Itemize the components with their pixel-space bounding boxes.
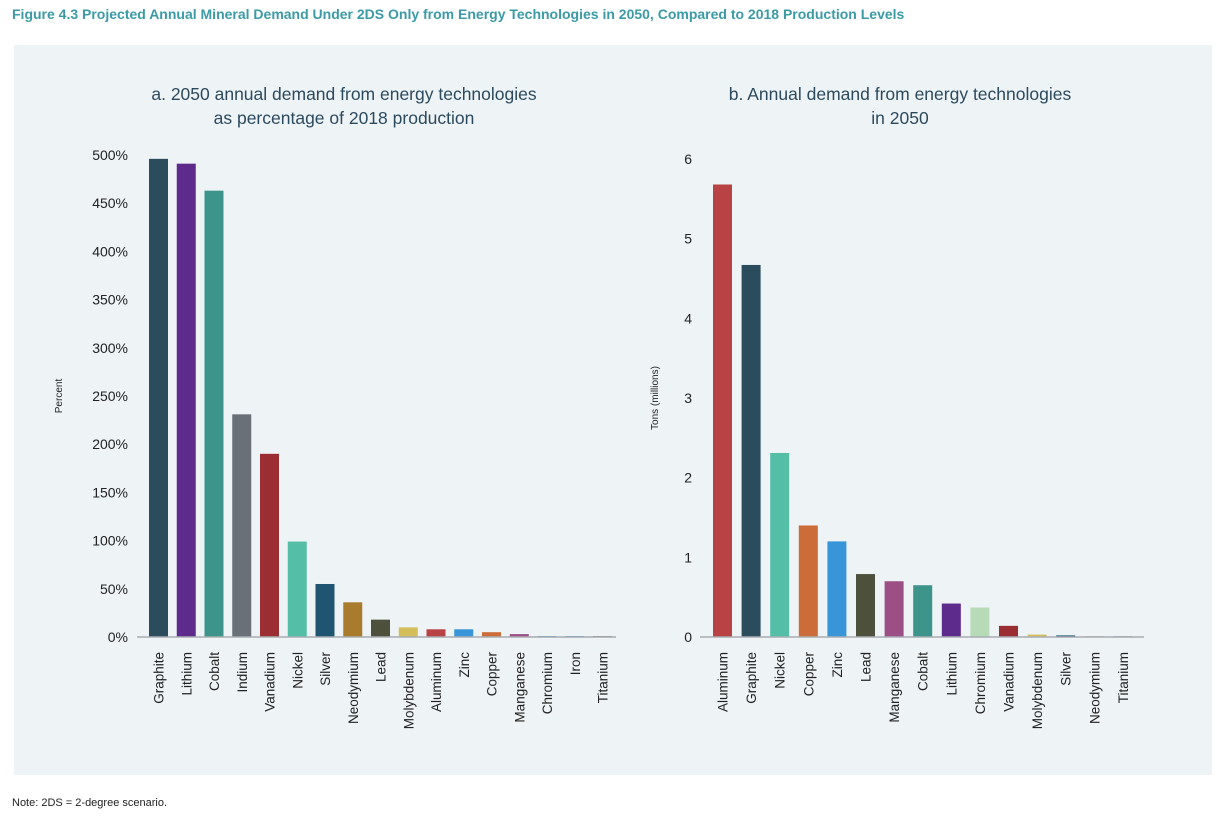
- chart-a-x-tick-label: Silver: [318, 652, 333, 686]
- chart-a-bar-nickel: [287, 541, 307, 637]
- chart-b-bar-molybdenum: [1027, 634, 1047, 637]
- chart-b-bar-chromium: [970, 607, 990, 637]
- chart-b-x-tick-label: Molybdenum: [1030, 652, 1045, 729]
- chart-a-x-tick-label: Titanium: [596, 652, 611, 703]
- chart-a-x-tick-label: Iron: [568, 652, 583, 675]
- chart-b-bar-graphite: [741, 264, 761, 637]
- footnote: Note: 2DS = 2-degree scenario.: [12, 797, 168, 809]
- chart-b-x-tick-label: Aluminum: [716, 652, 731, 712]
- chart-b-x-tick-label: Copper: [801, 651, 816, 696]
- chart-b-bar-lithium: [941, 603, 961, 637]
- chart-a-x-tick-label: Cobalt: [207, 652, 222, 691]
- chart-b-x-tick-label: Neodymium: [1087, 652, 1102, 724]
- chart-b-x-tick-label: Nickel: [773, 652, 788, 689]
- chart-a-x-tick-label: Indium: [235, 652, 250, 693]
- chart-a-y-axis-label: Percent: [54, 379, 65, 414]
- chart-b-x-tick-label: Lead: [859, 652, 874, 682]
- chart-a-x-tick-label: Lead: [374, 652, 389, 682]
- chart-a-x-tick-label: Neodymium: [346, 652, 361, 724]
- chart-a-y-tick-label: 50%: [100, 581, 128, 597]
- chart-a-x-tick-label: Nickel: [290, 652, 305, 689]
- chart-b-y-tick-label: 5: [684, 231, 692, 247]
- chart-b-title: in 2050: [871, 108, 929, 128]
- chart-b-x-tick-label: Vanadium: [1002, 652, 1017, 712]
- chart-b-bar-nickel: [770, 452, 790, 637]
- chart-a-y-tick-label: 300%: [92, 340, 128, 356]
- chart-a-y-tick-label: 250%: [92, 388, 128, 404]
- chart-a-bar-zinc: [454, 629, 474, 637]
- chart-b-y-tick-label: 4: [684, 310, 692, 326]
- chart-b-bar-manganese: [884, 581, 904, 637]
- chart-b-title: b. Annual demand from energy technologie…: [729, 84, 1072, 104]
- chart-b-x-tick-label: Chromium: [973, 652, 988, 714]
- chart-b-x-tick-label: Silver: [1059, 652, 1074, 686]
- chart-a-title: as percentage of 2018 production: [214, 108, 475, 128]
- chart-b-y-tick-label: 6: [684, 151, 692, 167]
- chart-b-y-tick-label: 0: [684, 629, 692, 645]
- chart-a-x-tick-label: Manganese: [512, 652, 527, 723]
- chart-a-bar-indium: [232, 414, 252, 637]
- chart-a-x-tick-label: Vanadium: [263, 652, 278, 712]
- chart-a-bar-lead: [371, 619, 390, 637]
- chart-a-bar-cobalt: [204, 190, 224, 637]
- chart-a-y-tick-label: 450%: [92, 195, 128, 211]
- chart-a-y-tick-label: 350%: [92, 292, 128, 308]
- chart-b-x-tick-label: Cobalt: [916, 652, 931, 691]
- chart-b-bar-cobalt: [913, 585, 933, 637]
- chart-a-bar-copper: [482, 632, 501, 637]
- chart-a-x-tick-label: Graphite: [152, 652, 167, 704]
- figure-title: Figure 4.3 Projected Annual Mineral Dema…: [12, 6, 905, 22]
- chart-b-x-tick-label: Zinc: [830, 652, 845, 678]
- chart-a-y-tick-label: 150%: [92, 484, 128, 500]
- chart-a-x-tick-label: Zinc: [457, 652, 472, 678]
- chart-b-x-tick-label: Graphite: [744, 652, 759, 704]
- chart-a-y-tick-label: 0%: [108, 629, 128, 645]
- chart-a-bar-lithium: [176, 163, 196, 637]
- chart-b-x-tick-label: Lithium: [944, 652, 959, 696]
- chart-a-x-tick-label: Chromium: [540, 652, 555, 714]
- chart-a-y-tick-label: 200%: [92, 436, 128, 452]
- chart-a-x-tick-label: Copper: [485, 651, 500, 696]
- chart-b-y-tick-label: 2: [684, 470, 692, 486]
- chart-b-bar-copper: [798, 525, 818, 637]
- chart-b-y-tick-label: 3: [684, 390, 692, 406]
- chart-b-y-tick-label: 1: [684, 549, 692, 565]
- chart-b-y-axis-label: Tons (millions): [650, 366, 661, 430]
- chart-a-y-tick-label: 400%: [92, 243, 128, 259]
- chart-a-x-tick-label: Molybdenum: [401, 652, 416, 729]
- chart-a-y-tick-label: 500%: [92, 147, 128, 163]
- chart-a-bar-vanadium: [260, 453, 279, 637]
- chart-a-x-tick-label: Aluminum: [429, 652, 444, 712]
- chart-a-bar-graphite: [149, 158, 168, 637]
- chart-a-y-tick-label: 100%: [92, 533, 128, 549]
- chart-a-bar-aluminum: [426, 629, 446, 637]
- chart-b-x-tick-label: Titanium: [1116, 652, 1131, 703]
- chart-b-bar-aluminum: [713, 184, 732, 637]
- chart-a-bar-manganese: [509, 634, 529, 637]
- chart-a-bar-neodymium: [343, 602, 363, 637]
- chart-a-x-tick-label: Lithium: [179, 652, 194, 696]
- chart-b-bar-vanadium: [999, 625, 1018, 637]
- chart-b-bar-silver: [1056, 635, 1076, 637]
- chart-a-bar-silver: [315, 583, 335, 637]
- chart-b-bar-lead: [856, 574, 875, 637]
- chart-a-title: a. 2050 annual demand from energy techno…: [151, 84, 537, 104]
- chart-b-bar-zinc: [827, 541, 847, 637]
- chart-a-bar-molybdenum: [398, 627, 418, 637]
- chart-b-x-tick-label: Manganese: [887, 652, 902, 723]
